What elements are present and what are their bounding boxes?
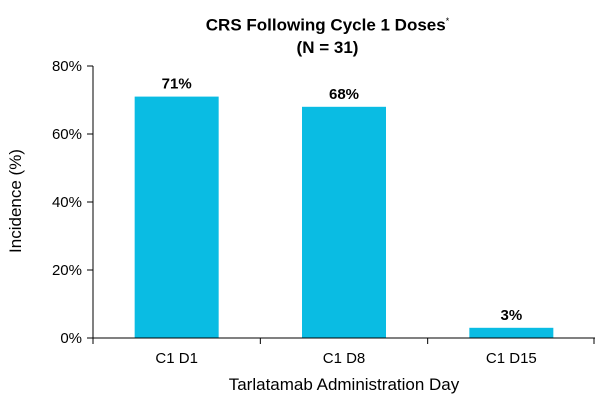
y-tick-label: 20% bbox=[52, 262, 82, 279]
x-axis-title: Tarlatamab Administration Day bbox=[229, 375, 460, 394]
y-axis-ticks: 0% 20% 40% 60% 80% bbox=[52, 58, 93, 347]
axes-group bbox=[92, 66, 595, 339]
chart-title-footnote-mark: * bbox=[445, 16, 450, 26]
chart-title: CRS Following Cycle 1 Doses* bbox=[60, 10, 595, 37]
x-axis-ticks: C1 D1 C1 D8 C1 D15 bbox=[92, 338, 595, 367]
x-tick-label: C1 D1 bbox=[155, 350, 198, 367]
bar bbox=[469, 327, 554, 338]
chart-subtitle: (N = 31) bbox=[296, 37, 359, 57]
bar bbox=[134, 96, 219, 338]
y-tick-label: 40% bbox=[52, 194, 82, 211]
y-tick-label: 80% bbox=[52, 58, 82, 75]
bar bbox=[302, 106, 386, 338]
y-tick-label: 60% bbox=[52, 126, 82, 143]
chart-title-text: CRS Following Cycle 1 Doses bbox=[205, 15, 446, 35]
bars-group: 71% 68% 3% bbox=[134, 76, 554, 338]
x-tick-label: C1 D8 bbox=[323, 350, 366, 367]
bar-data-label: 68% bbox=[329, 86, 359, 103]
y-tick-label: 0% bbox=[60, 330, 82, 347]
chart-title-block: CRS Following Cycle 1 Doses* (N = 31) bbox=[60, 10, 595, 59]
x-tick-label: C1 D15 bbox=[486, 350, 537, 367]
bar-data-label: 3% bbox=[500, 307, 522, 324]
y-axis-title: Incidence (%) bbox=[6, 149, 25, 253]
bar-data-label: 71% bbox=[162, 76, 192, 93]
